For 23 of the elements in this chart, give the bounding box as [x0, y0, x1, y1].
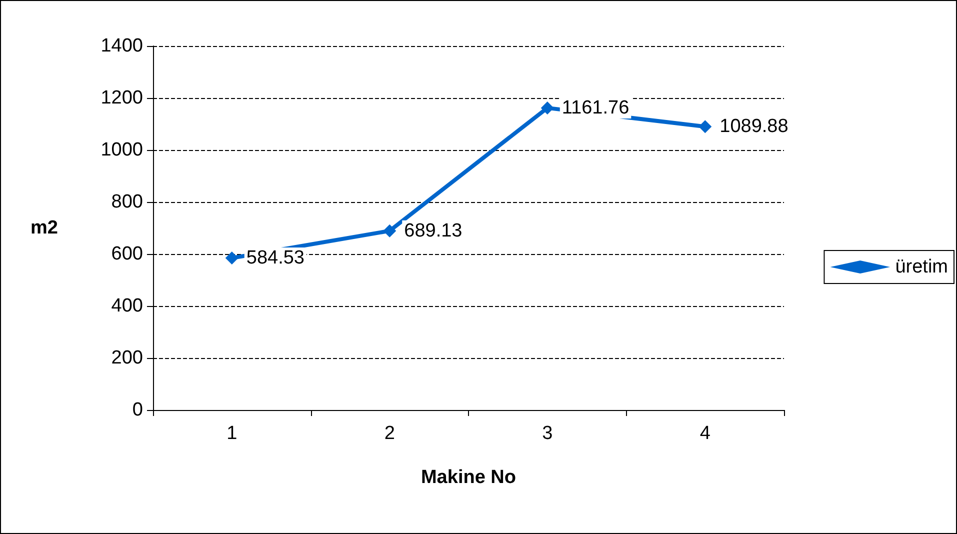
point — [383, 224, 396, 238]
data-label: 584.53 — [246, 248, 304, 269]
data-label: 689.13 — [404, 220, 462, 242]
y-tick-label: 1400 — [100, 36, 143, 56]
point — [540, 101, 554, 114]
data-label: 1161.76 — [562, 97, 630, 118]
y-tick-label: 800 — [111, 192, 143, 212]
y-tick-label: 600 — [111, 244, 143, 264]
point — [698, 120, 712, 134]
point — [225, 252, 238, 265]
x-axis-title: Makine No — [420, 467, 516, 488]
x-tick-label: 2 — [384, 423, 395, 444]
y-tick-label: 0 — [132, 400, 143, 420]
x-tick-label: 3 — [542, 423, 553, 444]
y-tick-label: 1000 — [100, 140, 143, 160]
x-tick-label: 4 — [700, 423, 711, 444]
x-tick-label: 1 — [226, 423, 238, 444]
legend-label: üretim — [895, 256, 948, 278]
y-tick-label: 400 — [111, 296, 143, 316]
y-axis-title: m2 — [30, 218, 58, 238]
y-tick-label: 200 — [111, 348, 143, 368]
data-label: 1089.88 — [720, 116, 788, 138]
y-tick-label: 1200 — [100, 88, 143, 108]
